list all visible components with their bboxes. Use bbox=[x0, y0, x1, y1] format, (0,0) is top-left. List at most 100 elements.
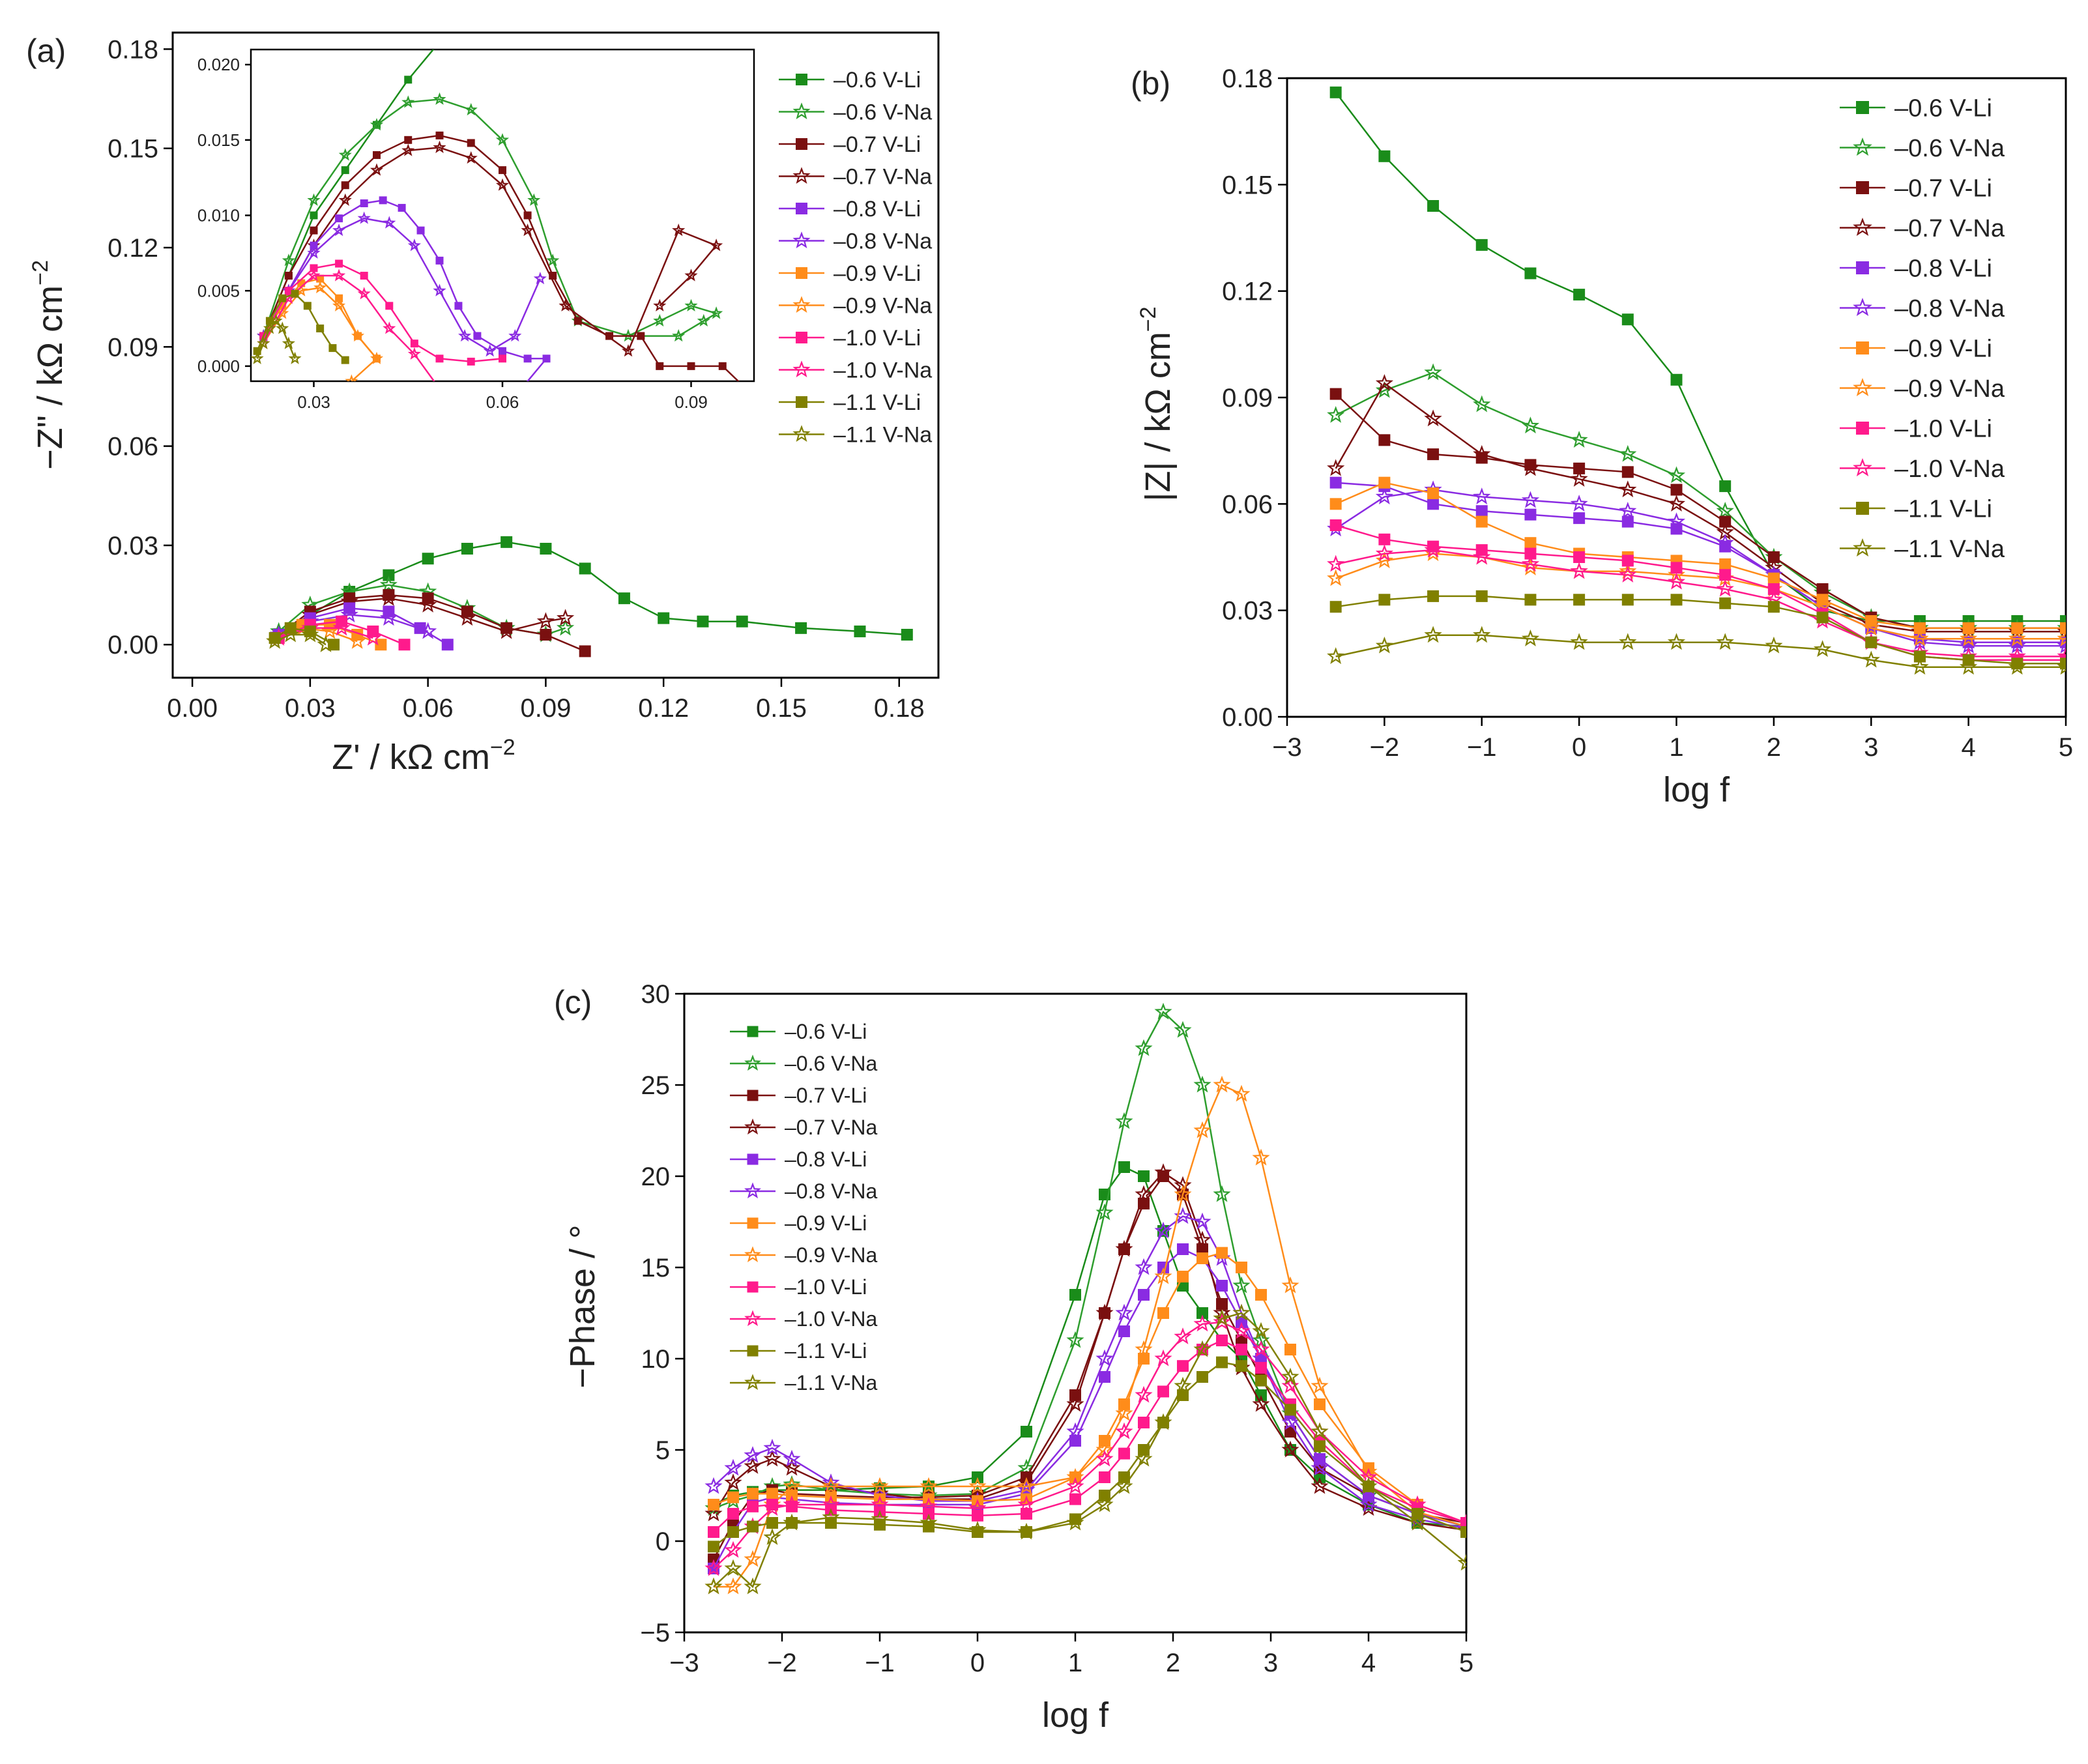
b-point-m0-7-v-li bbox=[1767, 551, 1780, 563]
b-y-tick-label: 0.18 bbox=[1222, 65, 1273, 93]
c-legend-marker bbox=[747, 1345, 759, 1357]
b-point-m0-6-v-na bbox=[1424, 363, 1442, 381]
c-point-m1-1-v-na bbox=[1095, 1495, 1114, 1512]
c-legend-label: –0.9 V-Na bbox=[785, 1243, 878, 1267]
a-inset-point-m0-7-v-na bbox=[401, 143, 415, 156]
b-point-m0-9-v-li bbox=[1962, 622, 1975, 634]
a-inset-point-m0-7-v-na bbox=[464, 151, 478, 164]
c-point-m1-0-v-li bbox=[1099, 1471, 1110, 1483]
a-inset-point-m1-1-v-li bbox=[291, 289, 299, 298]
c-point-m1-0-v-li bbox=[727, 1508, 739, 1520]
b-point-m1-1-v-na bbox=[1570, 633, 1588, 650]
c-legend-marker bbox=[747, 1153, 759, 1165]
b-point-m1-0-v-li bbox=[1719, 569, 1732, 581]
a-inset-line-m0-9-v-na bbox=[263, 287, 378, 381]
a-legend-marker bbox=[792, 102, 811, 120]
a-inset-point-m1-1-v-na bbox=[251, 351, 264, 364]
a-inset-point-m0-7-v-li bbox=[523, 211, 532, 220]
b-point-m0-9-v-li bbox=[2060, 622, 2066, 634]
a-x-tick-label: 0.09 bbox=[521, 694, 572, 723]
c-point-m0-6-v-li bbox=[1196, 1307, 1208, 1319]
a-legend-marker bbox=[792, 167, 811, 184]
a-inset-point-m0-9-v-na bbox=[313, 280, 327, 294]
a-point-m0-8-v-na bbox=[340, 605, 358, 623]
b-point-m0-6-v-li bbox=[1719, 480, 1732, 493]
a-inset-point-m1-0-v-li bbox=[335, 259, 343, 268]
c-point-m1-1-v-li bbox=[1255, 1374, 1267, 1387]
b-line-m1-1-v-li bbox=[1335, 595, 2066, 665]
a-legend-marker bbox=[796, 74, 807, 85]
c-point-m1-0-v-na bbox=[1115, 1422, 1133, 1439]
a-inset-point-m0-7-v-na bbox=[653, 298, 667, 311]
c-point-m0-9-v-na bbox=[783, 1477, 801, 1494]
c-point-m0-7-v-li bbox=[1284, 1426, 1296, 1438]
b-point-m0-6-v-li bbox=[1573, 289, 1586, 301]
c-point-m1-1-v-li bbox=[708, 1540, 719, 1553]
c-point-m0-8-v-na bbox=[1359, 1495, 1378, 1512]
a-inset-point-m0-9-v-na bbox=[345, 374, 358, 381]
c-point-m0-7-v-na bbox=[1095, 1303, 1114, 1321]
a-inset-point-m0-9-v-na bbox=[276, 306, 289, 319]
c-legend-label: –0.8 V-Li bbox=[785, 1148, 867, 1171]
c-x-tick-label: 4 bbox=[1361, 1649, 1376, 1677]
c-point-m0-8-v-na bbox=[1066, 1422, 1084, 1439]
b-point-m1-0-v-li bbox=[1329, 519, 1342, 531]
b-legend-label: –0.9 V-Li bbox=[1894, 335, 1992, 362]
a-inset-y-tick-label: 0.020 bbox=[197, 55, 240, 74]
b-y-tick-label: 0.12 bbox=[1222, 278, 1273, 306]
a-inset-point-m0-8-v-li bbox=[360, 199, 368, 207]
a-inset-point-m0-8-v-na bbox=[307, 246, 321, 259]
b-point-m1-0-v-na bbox=[1570, 562, 1588, 579]
b-point-m0-9-v-na bbox=[2057, 629, 2066, 646]
c-legend-marker bbox=[744, 1246, 761, 1263]
a-legend-item-m1-0-v-na: –1.0 V-Na bbox=[779, 358, 932, 383]
panel-c-legend: –0.6 V-Li –0.6 V-Na –0.7 V-Li –0.7 V-Na –0.8… bbox=[730, 1020, 878, 1395]
b-point-m0-7-v-na bbox=[1619, 480, 1637, 498]
b-point-m0-6-v-li bbox=[2060, 615, 2066, 627]
b-point-m0-9-v-na bbox=[2008, 629, 2026, 646]
b-point-m1-0-v-na bbox=[1521, 555, 1540, 572]
a-legend-marker bbox=[796, 332, 807, 343]
a-inset-point-m1-1-v-li bbox=[303, 302, 312, 310]
b-legend-item-m1-1-v-li: –1.1 V-Li bbox=[1840, 495, 1992, 523]
b-point-m0-8-v-li bbox=[1329, 476, 1342, 489]
b-legend-marker bbox=[1853, 137, 1872, 156]
b-point-m1-1-v-li bbox=[1378, 594, 1391, 606]
a-point-m0-7-v-na bbox=[557, 609, 575, 626]
a-line-m0-7-v-na bbox=[278, 597, 566, 636]
a-legend-item-m0-7-v-na: –0.7 V-Na bbox=[779, 164, 932, 189]
b-point-m0-9-v-na bbox=[1375, 551, 1394, 569]
b-point-m1-0-v-na bbox=[1375, 544, 1394, 562]
c-point-m1-0-v-na bbox=[1213, 1312, 1231, 1330]
a-point-m0-6-v-li bbox=[795, 622, 807, 634]
b-point-m1-0-v-na bbox=[1667, 572, 1686, 590]
a-legend-item-m0-8-v-na: –0.8 V-Na bbox=[779, 229, 932, 253]
a-inset-line-m0-7-v-na bbox=[263, 147, 718, 353]
c-legend-item-m0-7-v-na: –0.7 V-Na bbox=[730, 1116, 878, 1139]
b-point-m0-6-v-li bbox=[1427, 200, 1440, 212]
b-point-m0-9-v-li bbox=[2011, 622, 2023, 634]
b-point-m0-7-v-li bbox=[1378, 434, 1391, 446]
b-legend-label: –0.7 V-Li bbox=[1894, 175, 1992, 202]
b-point-m0-6-v-na bbox=[1521, 416, 1540, 434]
b-legend-marker bbox=[1856, 422, 1869, 435]
c-point-m1-0-v-na bbox=[783, 1495, 801, 1512]
c-legend-item-m0-8-v-li: –0.8 V-Li bbox=[730, 1148, 867, 1171]
c-legend-item-m1-0-v-li: –1.0 V-Li bbox=[730, 1275, 867, 1299]
b-point-m0-7-v-na bbox=[1473, 444, 1491, 462]
c-point-m0-6-v-li bbox=[1138, 1170, 1150, 1182]
b-point-m0-6-v-na bbox=[1716, 501, 1734, 519]
b-x-tick-label: −3 bbox=[1272, 733, 1302, 762]
c-point-m0-8-v-na bbox=[1311, 1458, 1329, 1476]
c-point-m0-9-v-na bbox=[1281, 1276, 1299, 1294]
b-point-m0-7-v-na bbox=[1521, 459, 1540, 476]
c-point-m1-1-v-li bbox=[1460, 1526, 1466, 1538]
b-legend-item-m0-9-v-na: –0.9 V-Na bbox=[1840, 375, 2005, 403]
c-legend-marker bbox=[744, 1118, 761, 1135]
c-point-m0-7-v-na bbox=[1135, 1185, 1153, 1202]
panel-c: (c) −3 −2 −1 0 1 2 3 4 5 −5 0 5 10 15 20 25 30 log f −Ph… bbox=[554, 980, 1473, 1735]
a-point-m0-9-v-na bbox=[321, 622, 339, 639]
b-legend-label: –1.0 V-Na bbox=[1894, 455, 2005, 483]
b-point-m0-8-v-li bbox=[1475, 505, 1488, 517]
c-point-m0-6-v-na bbox=[1017, 1458, 1036, 1476]
